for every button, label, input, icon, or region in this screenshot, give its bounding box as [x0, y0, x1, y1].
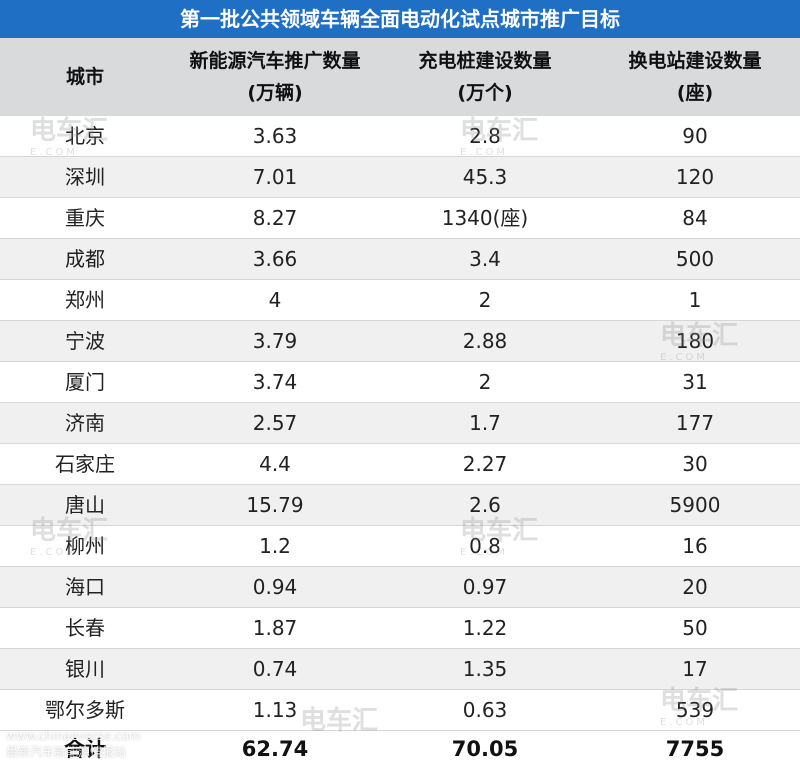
cell-stations: 17 [682, 657, 708, 681]
cell-stations: 90 [682, 124, 708, 148]
table-body: 北京 3.63 2.8 90 深圳 7.01 45.3 120 重庆 8.27 1340(座) 8… [0, 116, 800, 731]
cell-stations: 30 [682, 452, 708, 476]
total-row: 合计 62.74 70.05 7755 [0, 731, 800, 768]
table-row: 银川 0.74 1.35 17 [0, 649, 800, 690]
cell-stations: 1 [688, 288, 702, 312]
cell-city: 成都 [65, 247, 105, 271]
cell-ev: 15.79 [246, 493, 304, 517]
total-ev: 62.74 [241, 737, 309, 761]
cell-city: 厦门 [65, 370, 105, 394]
cell-chargers: 2.27 [462, 452, 508, 476]
table-row: 柳州 1.2 0.8 16 [0, 526, 800, 567]
header-station-unit: (座) [676, 82, 714, 104]
cell-stations: 180 [675, 329, 715, 353]
cell-stations: 31 [682, 370, 708, 394]
cell-chargers: 2.6 [469, 493, 501, 517]
header-charger-label: 充电桩建设数量 [418, 50, 552, 72]
cell-chargers: 3.4 [469, 247, 501, 271]
cell-ev: 0.74 [252, 657, 298, 681]
cell-city: 郑州 [65, 288, 105, 312]
cell-chargers: 2.8 [469, 124, 501, 148]
header-city-label: 城市 [65, 66, 104, 88]
header-ev-unit: (万辆) [247, 82, 303, 104]
cell-stations: 177 [675, 411, 715, 435]
cell-chargers: 2 [478, 288, 492, 312]
cell-stations: 50 [682, 616, 708, 640]
cell-ev: 1.2 [259, 534, 291, 558]
cell-chargers: 2.88 [462, 329, 508, 353]
cell-stations: 120 [675, 165, 715, 189]
header-charger-count: 充电桩建设数量 (万个) [380, 38, 590, 116]
cell-chargers: 0.97 [462, 575, 508, 599]
cell-chargers: 2 [478, 370, 492, 394]
cell-ev: 2.57 [252, 411, 298, 435]
footer-watermark: www.chinaeverse.com 最新汽车新能源情报站 [6, 728, 141, 760]
cell-stations: 16 [682, 534, 708, 558]
cell-city: 银川 [65, 657, 105, 681]
table-header: 城市 新能源汽车推广数量 (万辆) 充电桩建设数量 (万个) 换电站建设数量 (… [0, 38, 800, 116]
cell-city: 北京 [65, 124, 105, 148]
table-row: 宁波 3.79 2.88 180 [0, 321, 800, 362]
table-row: 石家庄 4.4 2.27 30 [0, 444, 800, 485]
table-row: 北京 3.63 2.8 90 [0, 116, 800, 157]
cell-city: 重庆 [65, 206, 105, 230]
table-row: 海口 0.94 0.97 20 [0, 567, 800, 608]
footer-url: www.chinaeverse.com [6, 729, 141, 743]
cell-ev: 8.27 [252, 206, 298, 230]
cell-city: 宁波 [65, 329, 105, 353]
cell-chargers: 1.7 [469, 411, 501, 435]
cell-stations: 84 [682, 206, 708, 230]
table-row: 深圳 7.01 45.3 120 [0, 157, 800, 198]
header-ev-label: 新能源汽车推广数量 [189, 50, 361, 72]
cell-ev: 3.63 [252, 124, 298, 148]
cell-city: 石家庄 [55, 452, 115, 476]
cell-city: 鄂尔多斯 [45, 698, 125, 722]
cell-chargers: 1340(座) [441, 206, 529, 230]
cell-ev: 7.01 [252, 165, 298, 189]
header-city: 城市 [0, 38, 170, 116]
table-title: 第一批公共领域车辆全面电动化试点城市推广目标 [0, 0, 800, 38]
header-station-count: 换电站建设数量 (座) [590, 38, 800, 116]
cell-stations: 20 [682, 575, 708, 599]
table-row: 唐山 15.79 2.6 5900 [0, 485, 800, 526]
header-station-label: 换电站建设数量 [628, 50, 762, 72]
total-stations: 7755 [665, 737, 725, 761]
cell-ev: 3.66 [252, 247, 298, 271]
cell-stations: 539 [675, 698, 715, 722]
cell-ev: 0.94 [252, 575, 298, 599]
cell-stations: 500 [675, 247, 715, 271]
cell-ev: 3.79 [252, 329, 298, 353]
header-charger-unit: (万个) [457, 82, 513, 104]
table-row: 重庆 8.27 1340(座) 84 [0, 198, 800, 239]
cell-city: 深圳 [65, 165, 105, 189]
table-row: 长春 1.87 1.22 50 [0, 608, 800, 649]
cell-city: 济南 [65, 411, 105, 435]
cell-city: 柳州 [65, 534, 105, 558]
cell-city: 长春 [65, 616, 105, 640]
table-row: 厦门 3.74 2 31 [0, 362, 800, 403]
footer-caption: 最新汽车新能源情报站 [6, 745, 127, 759]
table-row: 鄂尔多斯 1.13 0.63 539 [0, 690, 800, 731]
cell-stations: 5900 [669, 493, 721, 517]
table-row: 济南 2.57 1.7 177 [0, 403, 800, 444]
cell-ev: 3.74 [252, 370, 298, 394]
cell-ev: 4.4 [259, 452, 291, 476]
cell-chargers: 0.8 [469, 534, 501, 558]
table-row: 郑州 4 2 1 [0, 280, 800, 321]
table-row: 成都 3.66 3.4 500 [0, 239, 800, 280]
header-ev-count: 新能源汽车推广数量 (万辆) [170, 38, 380, 116]
cell-city: 海口 [65, 575, 105, 599]
cell-city: 唐山 [65, 493, 105, 517]
cell-ev: 1.87 [252, 616, 298, 640]
cell-chargers: 1.35 [462, 657, 508, 681]
cell-chargers: 45.3 [462, 165, 508, 189]
cell-chargers: 1.22 [462, 616, 508, 640]
cell-ev: 4 [268, 288, 282, 312]
cell-ev: 1.13 [252, 698, 298, 722]
total-label: 合计 [64, 737, 106, 761]
total-chargers: 70.05 [451, 737, 519, 761]
cell-chargers: 0.63 [462, 698, 508, 722]
